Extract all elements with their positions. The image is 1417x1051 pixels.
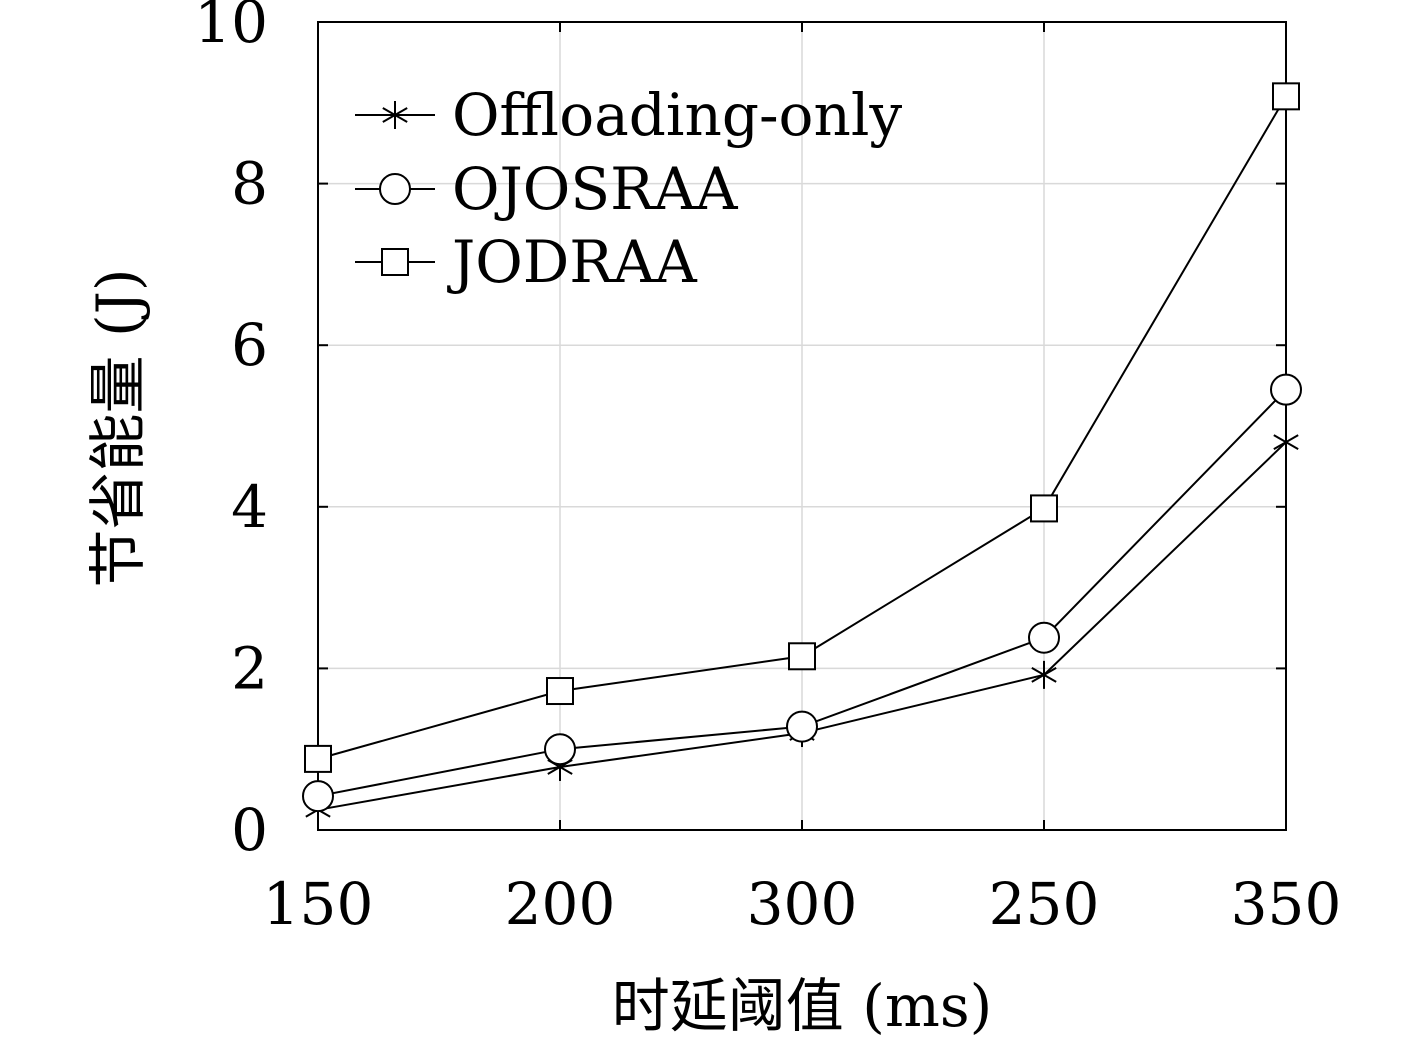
y-axis-label: 节省能量 (J): [84, 269, 152, 588]
x-tick-label: 350: [1231, 870, 1342, 938]
y-tick-label: 8: [231, 150, 268, 218]
y-tick-label: 2: [231, 634, 268, 702]
legend-item: Offloading-only: [355, 81, 902, 149]
data-point: [1030, 494, 1058, 523]
data-point: [544, 733, 576, 766]
legend-label: JODRAA: [447, 228, 698, 296]
data-point: [304, 744, 332, 773]
x-tick-label: 250: [989, 870, 1100, 938]
legend-label: Offloading-only: [452, 81, 902, 149]
legend-marker: [382, 101, 408, 129]
data-point: [1031, 660, 1057, 689]
data-point: [302, 780, 334, 813]
y-tick-label: 0: [231, 796, 268, 864]
series-layer: [302, 82, 1302, 824]
x-tick-label: 200: [505, 870, 616, 938]
y-tick-label: 4: [231, 473, 268, 541]
data-point: [1028, 621, 1060, 654]
data-point: [788, 642, 816, 671]
data-point: [1273, 428, 1299, 457]
y-tick-label: 6: [231, 311, 268, 379]
data-point: [1270, 373, 1302, 406]
series-jodraa: [304, 82, 1300, 773]
x-axis-ticks: 150 200 300 250 350: [263, 22, 1342, 938]
legend-label: OJOSRAA: [452, 155, 739, 223]
x-axis-label: 时延阈值 (ms): [612, 972, 992, 1040]
grid-lines: [318, 22, 1286, 830]
y-axis-ticks: 0 2 4 6 8 10: [194, 0, 1286, 864]
legend-marker: [381, 248, 409, 276]
data-point: [1272, 82, 1300, 111]
legend-item: OJOSRAA: [355, 155, 739, 223]
series-ojosraa: [302, 373, 1302, 813]
x-tick-label: 300: [747, 870, 858, 938]
legend-marker: [379, 173, 411, 205]
x-tick-label: 150: [263, 870, 374, 938]
data-point: [546, 677, 574, 706]
y-tick-label: 10: [194, 0, 268, 56]
legend-item: JODRAA: [355, 228, 698, 296]
data-point: [786, 710, 818, 743]
